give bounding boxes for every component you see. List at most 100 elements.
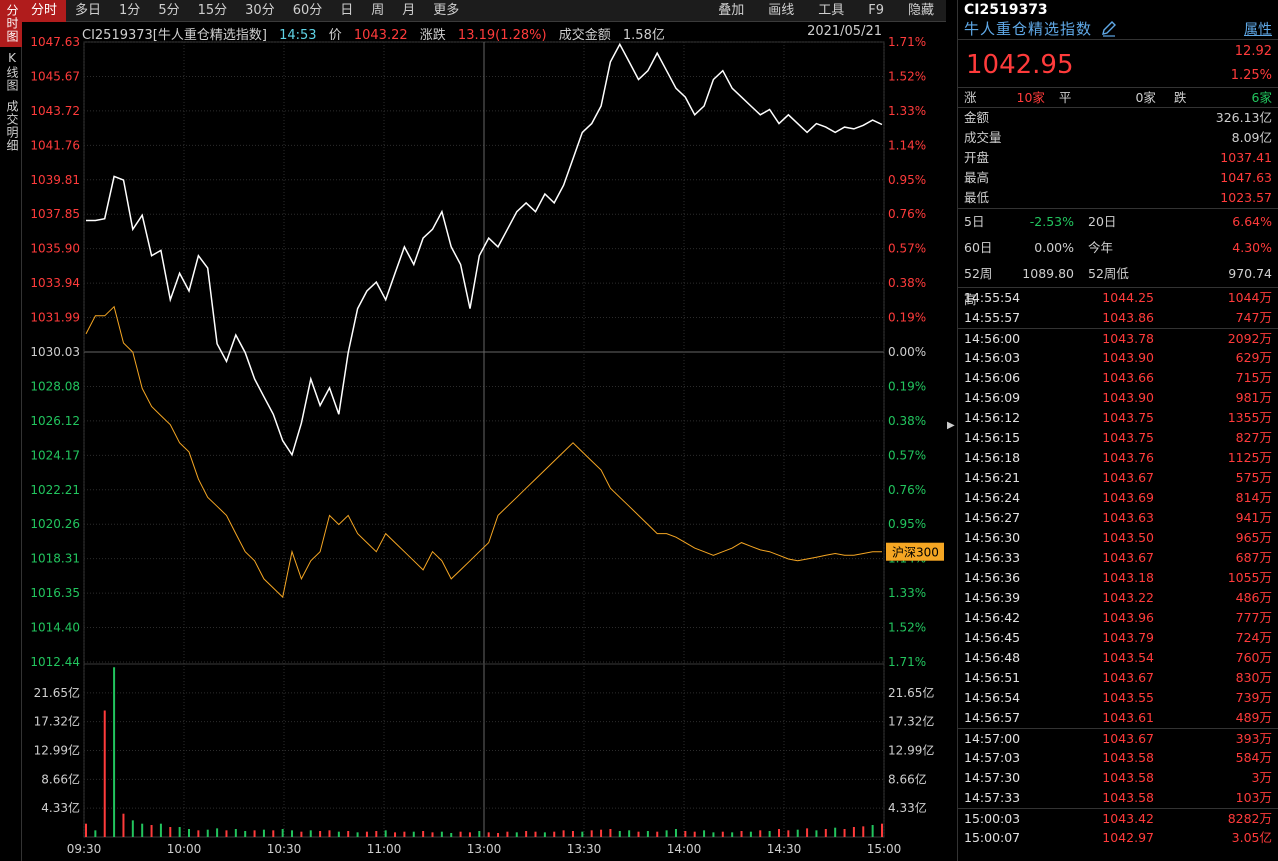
period-value: 1089.80	[1022, 266, 1074, 281]
tick-time: 14:56:33	[964, 550, 1021, 565]
tick-price: 1043.75	[1102, 430, 1154, 445]
tick-price: 1043.76	[1102, 450, 1154, 465]
tick-price: 1043.90	[1102, 350, 1154, 365]
panel-name-row: 牛人重仓精选指数 属性	[958, 18, 1278, 40]
y-tick-left: 1022.21	[30, 483, 80, 497]
tick-time: 14:56:15	[964, 430, 1021, 445]
y-tick-right: 1.71%	[888, 655, 926, 669]
y-tick-right: 0.76%	[888, 483, 926, 497]
overlay-button[interactable]: 叠加	[718, 2, 745, 18]
tab-month[interactable]: 月	[402, 2, 416, 18]
period-label: 52周高	[964, 266, 993, 307]
y-tick-right: 0.19%	[888, 311, 926, 325]
edit-pencil-icon[interactable]	[1100, 20, 1118, 38]
attribute-link[interactable]: 属性	[1244, 21, 1272, 38]
tab-30min[interactable]: 30分	[245, 2, 275, 18]
tick-volume: 393万	[1235, 731, 1272, 746]
tab-5min[interactable]: 5分	[158, 2, 180, 18]
panel-index-name: 牛人重仓精选指数	[964, 20, 1093, 38]
y-tick-right: 0.00%	[888, 345, 926, 359]
tick-row: 15:00:03 1043.42 8282万	[958, 808, 1278, 828]
tick-price: 1043.67	[1102, 670, 1154, 685]
panel-last-price: 1042.95	[966, 50, 1074, 80]
volume-tick-left: 8.66亿	[41, 771, 80, 786]
tick-time: 14:56:57	[964, 710, 1021, 725]
draw-line-button[interactable]: 画线	[768, 2, 795, 18]
tab-week[interactable]: 周	[371, 2, 385, 18]
y-tick-right: 0.95%	[888, 517, 926, 531]
volume-tick-left: 17.32亿	[34, 714, 80, 729]
tick-price: 1043.96	[1102, 610, 1154, 625]
tick-time: 14:56:30	[964, 530, 1021, 545]
tick-volume: 1055万	[1227, 570, 1272, 585]
tick-row: 14:56:51 1043.67 830万	[958, 668, 1278, 688]
tick-row: 14:57:03 1043.58 584万	[958, 748, 1278, 768]
tick-volume: 584万	[1235, 750, 1272, 765]
volume-tick-left: 4.33亿	[41, 800, 80, 815]
up-count: 10家	[1016, 90, 1045, 105]
tab-multi-day[interactable]: 多日	[75, 2, 102, 18]
y-tick-left: 1030.03	[30, 345, 80, 359]
tab-intraday[interactable]: 分时	[22, 0, 67, 22]
volume-tick-left: 12.99亿	[34, 743, 80, 758]
rail-intraday[interactable]: 分时图	[0, 0, 22, 47]
info-time: 14:53	[279, 28, 317, 43]
tick-volume: 1044万	[1227, 290, 1272, 305]
tab-day[interactable]: 日	[340, 2, 354, 18]
tab-15min[interactable]: 15分	[197, 2, 228, 18]
y-tick-right: 0.38%	[888, 414, 926, 428]
tick-row: 14:56:15 1043.75 827万	[958, 428, 1278, 448]
period-value: 0.00%	[1034, 240, 1074, 255]
tick-time: 14:57:30	[964, 770, 1021, 785]
index-price-line	[86, 42, 883, 457]
tick-row: 14:56:57 1043.61 489万	[958, 708, 1278, 728]
benchmark-tag	[886, 542, 944, 561]
tick-volume: 489万	[1235, 710, 1272, 725]
y-tick-left: 1039.81	[30, 173, 80, 187]
tick-row: 14:57:33 1043.58 103万	[958, 788, 1278, 808]
period-value: 4.30%	[1232, 240, 1272, 255]
y-tick-left: 1012.44	[30, 655, 80, 669]
y-tick-right: 0.19%	[888, 379, 926, 393]
y-tick-right: 1.33%	[888, 104, 926, 118]
tick-row: 14:56:36 1043.18 1055万	[958, 568, 1278, 588]
stat-row: 最低 1023.57	[958, 188, 1278, 208]
y-tick-right: 1.52%	[888, 69, 926, 83]
tick-volume: 8282万	[1227, 811, 1272, 826]
tools-button[interactable]: 工具	[818, 2, 845, 18]
stat-row: 成交量 8.09亿	[958, 128, 1278, 148]
f9-button[interactable]: F9	[868, 2, 884, 18]
tick-list[interactable]: 14:55:54 1044.25 1044万 14:55:57 1043.86 747万 1…	[958, 288, 1278, 848]
tab-1min[interactable]: 1分	[119, 2, 141, 18]
tick-volume: 777万	[1235, 610, 1272, 625]
rail-trade-detail[interactable]: 成交明细	[5, 100, 19, 152]
panel-change: 12.92	[1234, 44, 1272, 59]
tick-time: 14:56:36	[964, 570, 1021, 585]
hide-button[interactable]: 隐藏	[907, 2, 934, 18]
tick-price: 1043.58	[1102, 790, 1154, 805]
period-toolbar: 分时 多日 1分 5分 15分 30分 60分 日 周 月 更多 叠加 画线 工…	[22, 0, 946, 22]
volume-tick-right: 17.32亿	[888, 714, 934, 729]
period-label: 52周低	[1088, 266, 1129, 281]
period-label: 今年	[1088, 240, 1114, 255]
left-rail: 分时图 K线图 成交明细	[0, 0, 22, 861]
tab-more[interactable]: 更多	[433, 2, 460, 18]
y-tick-left: 1026.12	[30, 414, 80, 428]
intraday-chart[interactable]: CI2519373[牛人重仓精选指数] 14:53 价 1043.22 涨跌 1…	[22, 22, 946, 861]
collapse-arrow-icon[interactable]: ▶	[947, 420, 955, 431]
y-tick-right: 1.52%	[888, 621, 926, 635]
tick-price: 1042.97	[1102, 830, 1154, 845]
panel-code: CI2519373	[964, 2, 1048, 18]
info-price: 1043.22	[353, 28, 408, 43]
panel-change-pct: 1.25%	[1230, 68, 1272, 83]
tick-time: 14:56:18	[964, 450, 1021, 465]
tick-volume: 981万	[1235, 390, 1272, 405]
stat-row: 最高 1047.63	[958, 168, 1278, 188]
stat-value: 1037.41	[1220, 150, 1272, 165]
tick-price: 1043.22	[1102, 590, 1154, 605]
benchmark-tag-label: 沪深300	[892, 546, 939, 560]
tab-60min[interactable]: 60分	[292, 2, 323, 18]
rail-kline[interactable]: K线图	[5, 51, 19, 92]
tick-price: 1043.67	[1102, 470, 1154, 485]
y-tick-left: 1043.72	[30, 104, 80, 118]
